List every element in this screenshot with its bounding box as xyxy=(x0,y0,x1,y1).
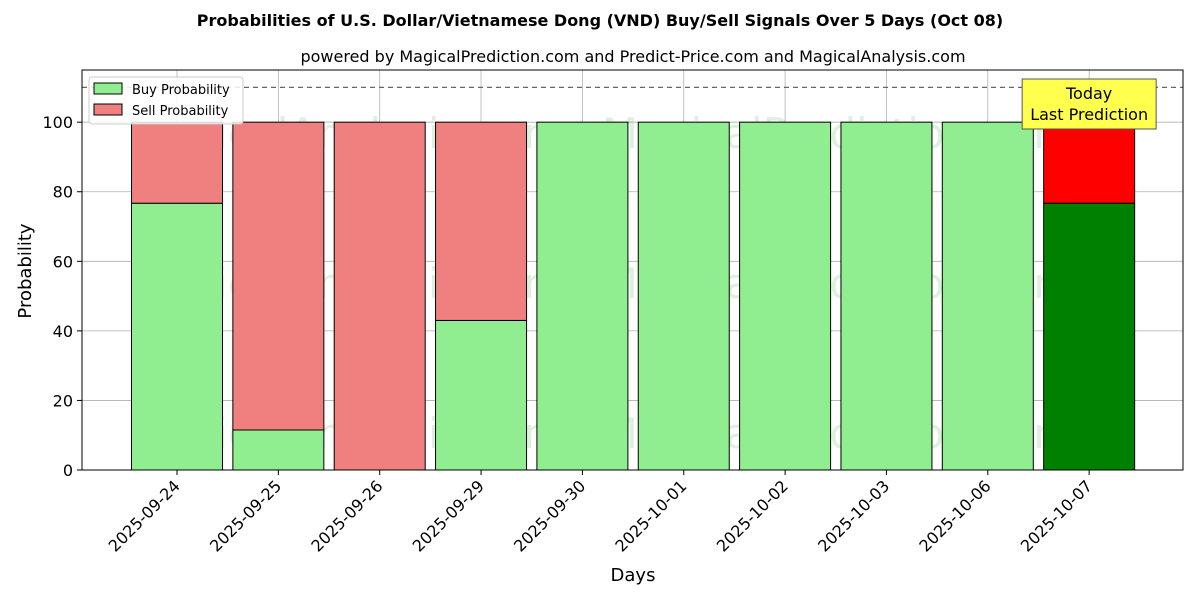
legend-swatch-buy xyxy=(93,82,123,95)
sell-bar xyxy=(333,121,426,471)
legend-swatch-sell xyxy=(93,103,123,116)
buy-bar xyxy=(637,121,730,471)
sell-bar xyxy=(131,121,223,204)
annotation-box xyxy=(1021,78,1157,130)
x-tick-label: 2025-09-26 xyxy=(307,476,386,555)
x-tick-label: 2025-09-24 xyxy=(105,476,184,555)
buy-bar xyxy=(232,429,325,471)
x-tick-label: 2025-10-01 xyxy=(611,476,690,555)
x-tick-label: 2025-10-07 xyxy=(1017,476,1096,555)
x-tick-label: 2025-09-25 xyxy=(206,476,285,555)
bars-layer xyxy=(82,86,1183,471)
legend-label-sell: Sell Probability xyxy=(132,104,229,119)
y-axis-label: Probability xyxy=(15,223,36,318)
buy-bar xyxy=(1043,202,1136,471)
chart-title: Probabilities of U.S. Dollar/Vietnamese … xyxy=(197,11,1003,30)
buy-bar xyxy=(435,319,528,471)
sell-bar xyxy=(232,121,325,431)
y-tick-label: 100 xyxy=(42,113,73,132)
y-tick-label: 60 xyxy=(53,252,73,271)
sell-bar xyxy=(435,121,528,321)
annotation-line2: Last Prediction xyxy=(1030,105,1148,124)
legend-label-buy: Buy Probability xyxy=(132,83,230,98)
x-tick-label: 2025-09-29 xyxy=(409,476,488,555)
sell-bar xyxy=(1043,121,1136,204)
legend: Buy Probability Sell Probability xyxy=(88,76,244,125)
x-axis-label: Days xyxy=(611,565,656,586)
legend-box xyxy=(88,76,244,125)
buy-bar xyxy=(131,202,223,471)
buy-bar xyxy=(941,121,1034,471)
today-annotation: Today Last Prediction xyxy=(1021,78,1157,130)
y-tick-label: 80 xyxy=(53,183,73,202)
buy-bar xyxy=(739,121,832,471)
chart-subtitle: powered by MagicalPrediction.com and Pre… xyxy=(300,47,965,66)
buy-bar xyxy=(840,121,933,471)
x-tick-label: 2025-10-06 xyxy=(915,476,994,555)
y-tick-label: 20 xyxy=(53,391,73,410)
x-tick-label: 2025-09-30 xyxy=(510,476,589,555)
annotation-line1: Today xyxy=(1065,84,1112,103)
y-tick-label: 0 xyxy=(63,461,73,480)
buy-bar xyxy=(536,121,629,471)
x-tick-label: 2025-10-03 xyxy=(814,476,893,555)
x-tick-label: 2025-10-02 xyxy=(713,476,792,555)
plot-frame xyxy=(81,69,1184,471)
y-tick-label: 40 xyxy=(53,322,73,341)
